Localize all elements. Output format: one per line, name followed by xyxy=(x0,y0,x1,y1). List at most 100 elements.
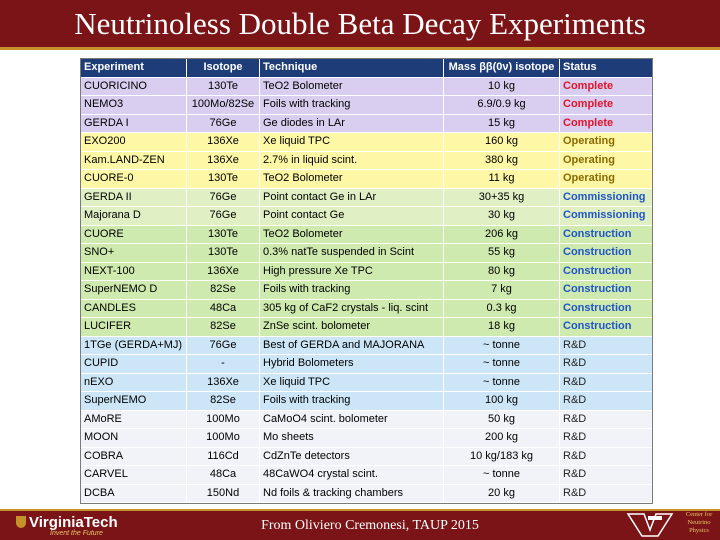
cell-isotope: 136Xe xyxy=(187,373,260,391)
cell-mass: 160 kg xyxy=(444,133,560,151)
cell-technique: CaMoO4 scint. bolometer xyxy=(260,410,444,428)
table-row: SuperNEMO D 82Se Foils with tracking 7 kg Co… xyxy=(81,281,652,300)
cell-isotope: 136Xe xyxy=(187,262,260,280)
cell-status: Commissioning xyxy=(563,190,646,203)
cell-status: R&D xyxy=(563,375,587,388)
cell-experiment: LUCIFER xyxy=(81,318,187,336)
cell-mass: ~ tonne xyxy=(444,336,560,354)
cell-experiment: COBRA xyxy=(81,447,187,465)
center-label: Center for Neutrino Physics xyxy=(685,511,713,534)
vt-tagline: Invent the Future xyxy=(50,530,103,537)
cell-experiment: CUORICINO xyxy=(81,77,187,95)
table-row: NEXT-100 136Xe High pressure Xe TPC 80 kg Co… xyxy=(81,262,652,281)
slide-credit: From Oliviero Cremonesi, TAUP 2015 xyxy=(261,518,479,533)
cell-mass: 100 kg xyxy=(444,392,560,410)
slide-title: Neutrinoless Double Beta Decay Experimen… xyxy=(74,6,646,41)
cell-status: Commissioning xyxy=(563,209,646,221)
cell-technique: Point contact Ge in LAr xyxy=(260,188,444,206)
cell-isotope: 48Ca xyxy=(187,466,260,484)
cell-status: R&D xyxy=(563,412,587,425)
cell-mass: 206 kg xyxy=(444,225,560,243)
header-status: Status xyxy=(563,61,597,73)
table-row: EXO200 136Xe Xe liquid TPC 160 kg Operating xyxy=(81,133,652,152)
cell-isotope: 116Cd xyxy=(187,447,260,465)
cell-mass: 10 kg/183 kg xyxy=(444,447,560,465)
cell-experiment: SuperNEMO D xyxy=(81,281,187,299)
cell-experiment: SNO+ xyxy=(81,244,187,262)
cell-status: R&D xyxy=(563,394,587,406)
table-row: CUORE-0 130Te TeO2 Bolometer 11 kg Operating xyxy=(81,170,652,189)
cell-status: R&D xyxy=(563,431,587,443)
cell-isotope: 82Se xyxy=(187,318,260,336)
cell-mass: 0.3 kg xyxy=(444,299,560,317)
cell-isotope: 100Mo/82Se xyxy=(187,96,260,114)
cell-technique: ZnSe scint. bolometer xyxy=(260,318,444,336)
cell-mass: 200 kg xyxy=(444,429,560,447)
cell-experiment: CANDLES xyxy=(81,299,187,317)
title-bar xyxy=(0,0,720,50)
cell-status: R&D xyxy=(563,486,587,499)
cell-experiment: SuperNEMO xyxy=(81,392,187,410)
virginia-tech-logo: VirginiaTech xyxy=(16,514,118,531)
cell-technique: 48CaWO4 crystal scint. xyxy=(260,466,444,484)
cell-mass: 20 kg xyxy=(444,484,560,502)
cell-technique: TeO2 Bolometer xyxy=(260,225,444,243)
table-row: GERDA II 76Ge Point contact Ge in LAr 30+35… xyxy=(81,188,652,207)
cell-status: Construction xyxy=(563,227,632,240)
cell-mass: 7 kg xyxy=(444,281,560,299)
cell-status: Operating xyxy=(563,172,615,184)
cell-mass: 380 kg xyxy=(444,151,560,169)
cell-status: Construction xyxy=(563,264,632,277)
cell-status: Construction xyxy=(563,301,632,314)
cell-isotope: 130Te xyxy=(187,225,260,243)
cell-experiment: GERDA II xyxy=(81,188,187,206)
cell-status: Complete xyxy=(563,98,614,110)
header-isotope: Isotope xyxy=(187,59,260,77)
cell-technique: Point contact Ge xyxy=(260,207,444,225)
cell-status: R&D xyxy=(563,338,587,351)
cell-experiment: NEMO3 xyxy=(81,96,187,114)
cell-technique: High pressure Xe TPC xyxy=(260,262,444,280)
cell-experiment: MOON xyxy=(81,429,187,447)
table-row: CUORE 130Te TeO2 Bolometer 206 kg Constructi… xyxy=(81,225,652,244)
cell-technique: TeO2 Bolometer xyxy=(260,170,444,188)
cell-status: Construction xyxy=(563,246,632,258)
cell-mass: ~ tonne xyxy=(444,466,560,484)
table-header-row: Experiment Isotope Technique Mass ββ(0ν) is… xyxy=(81,59,652,78)
cell-experiment: CUORE-0 xyxy=(81,170,187,188)
cell-experiment: Majorana D xyxy=(81,207,187,225)
table-row: nEXO 136Xe Xe liquid TPC ~ tonne R&D xyxy=(81,373,652,392)
cell-technique: Xe liquid TPC xyxy=(260,373,444,391)
cell-isotope: 100Mo xyxy=(187,410,260,428)
cell-technique: Best of GERDA and MAJORANA xyxy=(260,336,444,354)
header-technique: Technique xyxy=(260,59,444,77)
cell-technique: Ge diodes in LAr xyxy=(260,114,444,132)
cell-isotope: 76Ge xyxy=(187,207,260,225)
cell-status: R&D xyxy=(563,357,587,369)
cell-status: Operating xyxy=(563,153,615,166)
cell-technique: Foils with tracking xyxy=(260,96,444,114)
cell-mass: 6.9/0.9 kg xyxy=(444,96,560,114)
cell-technique: 305 kg of CaF2 crystals - liq. scint xyxy=(260,299,444,317)
header-mass: Mass ββ(0ν) isotope xyxy=(444,59,560,77)
cell-mass: ~ tonne xyxy=(444,373,560,391)
table-row: CUORICINO 130Te TeO2 Bolometer 10 kg Complet… xyxy=(81,77,652,96)
cell-isotope: 48Ca xyxy=(187,299,260,317)
cell-status: Construction xyxy=(563,283,632,295)
cell-mass: 18 kg xyxy=(444,318,560,336)
cell-mass: ~ tonne xyxy=(444,355,560,373)
table-row: 1TGe (GERDA+MJ) 76Ge Best of GERDA and MAJ… xyxy=(81,336,652,355)
experiments-table: Experiment Isotope Technique Mass ββ(0ν) is… xyxy=(80,58,653,504)
cell-isotope: 82Se xyxy=(187,281,260,299)
cell-isotope: 150Nd xyxy=(187,484,260,502)
cell-mass: 11 kg xyxy=(444,170,560,188)
header-experiment: Experiment xyxy=(81,59,187,77)
cell-isotope: 82Se xyxy=(187,392,260,410)
cell-technique: 0.3% natTe suspended in Scint xyxy=(260,244,444,262)
table-row: SuperNEMO 82Se Foils with tracking 100 kg R&… xyxy=(81,392,652,411)
cell-mass: 50 kg xyxy=(444,410,560,428)
vt-logo-text: VirginiaTech xyxy=(29,514,118,531)
cell-experiment: Kam.LAND-ZEN xyxy=(81,151,187,169)
table-row: Kam.LAND-ZEN 136Xe 2.7% in liquid scint. 38… xyxy=(81,151,652,170)
cell-mass: 10 kg xyxy=(444,77,560,95)
